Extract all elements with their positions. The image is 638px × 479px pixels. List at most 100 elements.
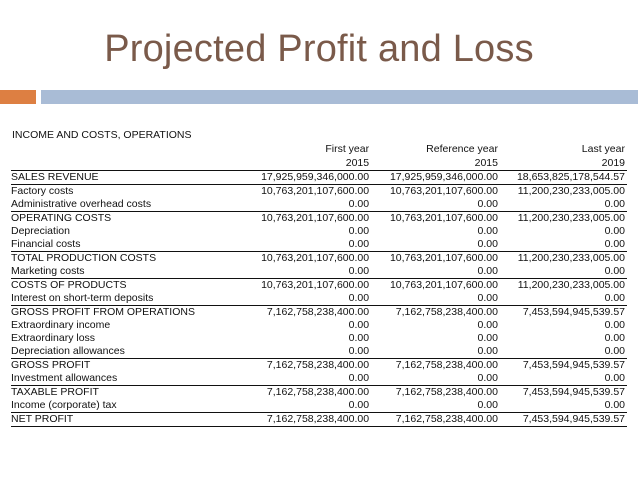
row-value-last-year: 7,453,594,945,539.57 — [499, 412, 627, 427]
row-value-last-year: 0.00 — [604, 332, 625, 344]
row-value-first-year: 0.00 — [244, 345, 372, 359]
row-label: Marketing costs — [11, 265, 245, 279]
row-value-last-year: 11,200,230,233,005.00 — [517, 185, 625, 197]
row-value-first-year: 7,162,758,238,400.00 — [266, 386, 370, 398]
table-row: Investment allowances 0.00 0.00 0.00 — [11, 372, 627, 386]
row-value-first-year: 10,763,201,107,600.00 — [261, 185, 370, 197]
row-label: COSTS OF PRODUCTS — [11, 279, 127, 291]
row-label: Administrative overhead costs — [11, 198, 245, 212]
column-header-row: First year Reference year Last year — [11, 142, 627, 156]
row-value-first-year: 0.00 — [244, 238, 372, 252]
header-spacer — [11, 156, 245, 171]
table-row: Depreciation allowances 0.00 0.00 0.00 — [11, 345, 627, 359]
accent-bar-orange — [0, 90, 36, 104]
row-value-last-year: 0.00 — [499, 372, 627, 386]
row-value-reference-year: 10,763,201,107,600.00 — [389, 252, 498, 264]
row-value-last-year: 0.00 — [499, 345, 627, 359]
row-value-first-year: 7,162,758,238,400.00 — [244, 412, 372, 427]
row-value-last-year: 7,453,594,945,539.57 — [522, 359, 625, 371]
row-value-first-year: 0.00 — [244, 399, 372, 413]
row-value-last-year: 18,653,825,178,544.57 — [499, 170, 627, 185]
table-row: Depreciation 0.00 0.00 0.00 — [11, 225, 627, 238]
table-row: Factory costs 10,763,201,107,600.00 10,763… — [11, 185, 627, 199]
row-value-first-year: 0.00 — [348, 332, 370, 344]
row-value-last-year: 0.00 — [499, 265, 627, 279]
row-value-last-year: 11,200,230,233,005.00 — [517, 252, 625, 264]
row-label: Financial costs — [11, 238, 245, 252]
row-value-reference-year: 7,162,758,238,400.00 — [395, 306, 498, 318]
table-row: Extraordinary loss 0.00 0.00 0.00 — [11, 332, 627, 345]
row-value-first-year: 0.00 — [348, 319, 370, 331]
row-value-last-year: 0.00 — [499, 399, 627, 413]
row-label: GROSS PROFIT FROM OPERATIONS — [11, 306, 195, 318]
table-body: SALES REVENUE 17,925,959,346,000.00 17,925… — [11, 170, 627, 427]
row-value-reference-year: 7,162,758,238,400.00 — [395, 386, 498, 398]
row-label: TAXABLE PROFIT — [11, 386, 99, 398]
row-label: Investment allowances — [11, 372, 245, 386]
column-year-first: 2015 — [244, 156, 372, 171]
row-label: SALES REVENUE — [11, 170, 245, 185]
column-year-row: 2015 2015 2019 — [11, 156, 627, 171]
row-value-first-year: 0.00 — [244, 265, 372, 279]
row-value-first-year: 10,763,201,107,600.00 — [261, 212, 370, 224]
table-row: GROSS PROFIT FROM OPERATIONS 7,162,758,23… — [11, 306, 627, 320]
row-value-first-year: 0.00 — [348, 225, 370, 237]
row-label: Interest on short-term deposits — [11, 292, 245, 306]
table-row: TOTAL PRODUCTION COSTS 10,763,201,107,600… — [11, 252, 627, 266]
table-caption: INCOME AND COSTS, OPERATIONS — [12, 129, 192, 141]
table-row: Income (corporate) tax 0.00 0.00 0.00 — [11, 399, 627, 413]
row-label: Factory costs — [11, 185, 74, 197]
row-value-reference-year: 10,763,201,107,600.00 — [389, 212, 498, 224]
row-value-reference-year: 0.00 — [371, 265, 500, 279]
row-value-last-year: 11,200,230,233,005.00 — [517, 212, 625, 224]
row-label: Extraordinary income — [11, 319, 111, 331]
row-value-reference-year: 10,763,201,107,600.00 — [389, 279, 498, 291]
slide-title: Projected Profit and Loss — [104, 28, 534, 70]
row-value-reference-year: 17,925,959,346,000.00 — [371, 170, 500, 185]
row-value-last-year: 0.00 — [604, 225, 625, 237]
table-row: GROSS PROFIT 7,162,758,238,400.00 7,162,75… — [11, 359, 627, 373]
row-value-reference-year: 0.00 — [371, 198, 500, 212]
accent-bar-blue — [41, 90, 638, 104]
table-row: SALES REVENUE 17,925,959,346,000.00 17,925… — [11, 170, 627, 185]
column-header-last-year: Last year — [581, 142, 625, 155]
column-header-first-year: First year — [325, 142, 370, 155]
header-spacer — [11, 142, 244, 156]
row-label: Extraordinary loss — [11, 332, 96, 344]
row-value-reference-year: 0.00 — [371, 292, 500, 306]
row-label: OPERATING COSTS — [11, 212, 112, 224]
row-value-last-year: 0.00 — [499, 198, 627, 212]
row-value-reference-year: 10,763,201,107,600.00 — [389, 185, 498, 197]
row-value-last-year: 0.00 — [499, 238, 627, 252]
row-value-first-year: 7,162,758,238,400.00 — [266, 306, 370, 318]
row-value-reference-year: 0.00 — [371, 345, 500, 359]
column-year-reference: 2015 — [371, 156, 500, 171]
column-header-reference-year: Reference year — [426, 142, 498, 155]
row-label: TOTAL PRODUCTION COSTS — [11, 252, 157, 264]
row-value-reference-year: 0.00 — [477, 332, 498, 344]
table-row: Interest on short-term deposits 0.00 0.00 0… — [11, 292, 627, 306]
row-label: GROSS PROFIT — [11, 359, 91, 371]
row-value-first-year: 7,162,758,238,400.00 — [266, 359, 370, 371]
row-value-last-year: 7,453,594,945,539.57 — [522, 386, 625, 398]
table-row: COSTS OF PRODUCTS 10,763,201,107,600.00 10… — [11, 279, 627, 293]
table-row: Administrative overhead costs 0.00 0.00 0.0… — [11, 198, 627, 212]
table-row: NET PROFIT 7,162,758,238,400.00 7,162,758,… — [11, 412, 627, 427]
row-value-reference-year: 7,162,758,238,400.00 — [395, 359, 498, 371]
row-value-reference-year: 7,162,758,238,400.00 — [371, 412, 500, 427]
row-value-reference-year: 0.00 — [477, 319, 498, 331]
row-label: Depreciation allowances — [11, 345, 245, 359]
row-value-first-year: 17,925,959,346,000.00 — [244, 170, 372, 185]
table-row: TAXABLE PROFIT 7,162,758,238,400.00 7,162,… — [11, 386, 627, 400]
row-value-last-year: 0.00 — [604, 319, 625, 331]
table-row: OPERATING COSTS 10,763,201,107,600.00 10,7… — [11, 212, 627, 226]
row-value-reference-year: 0.00 — [371, 372, 500, 386]
row-value-reference-year: 0.00 — [371, 399, 500, 413]
row-value-first-year: 0.00 — [244, 292, 372, 306]
row-label: NET PROFIT — [11, 412, 245, 427]
table-row: Financial costs 0.00 0.00 0.00 — [11, 238, 627, 252]
row-value-last-year: 11,200,230,233,005.00 — [517, 279, 625, 291]
row-label: Income (corporate) tax — [11, 399, 245, 413]
row-value-last-year: 7,453,594,945,539.57 — [522, 306, 625, 318]
row-value-last-year: 0.00 — [499, 292, 627, 306]
